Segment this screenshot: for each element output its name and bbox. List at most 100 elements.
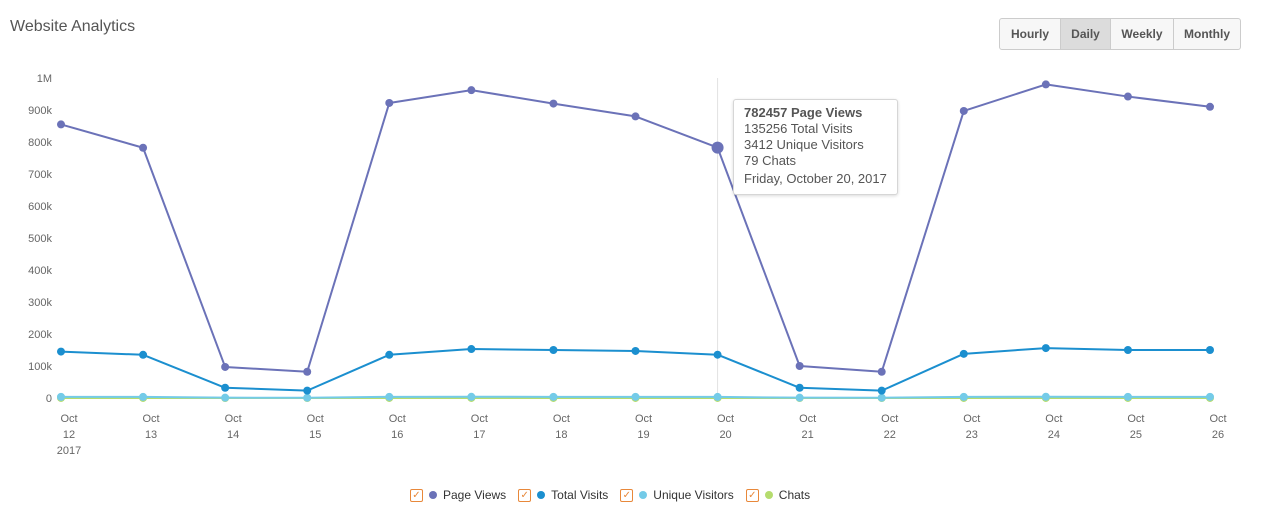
data-point [795,383,804,392]
data-point [877,386,886,395]
y-tick-label: 200k [28,329,52,341]
x-tick-label: Oct [881,413,898,425]
data-point [221,362,230,371]
data-point [139,392,148,401]
x-tick-label: Oct [1045,413,1062,425]
data-point [57,347,65,356]
tooltip-total-visits: 135256 Total Visits [744,121,853,136]
x-tick-label: 18 [555,429,567,441]
x-tick-label: Oct [225,413,242,425]
data-point [57,392,65,401]
page-title: Website Analytics [10,18,136,35]
data-point [139,143,148,152]
series-dot-icon [639,491,648,499]
series-dot-icon [537,491,546,499]
data-point [467,345,476,354]
legend-label: Unique Visitors [653,488,734,502]
y-tick-label: 700k [28,169,52,181]
y-tick-label: 300k [28,297,52,309]
x-tick-label: 12 [63,429,75,441]
legend-item-total-visits[interactable]: ✓ Total Visits [518,488,608,502]
x-tick-label: Oct [471,413,488,425]
x-tick-label: 2017 [57,445,81,457]
legend-label: Total Visits [551,488,609,502]
checkbox-icon[interactable]: ✓ [518,488,532,502]
monthly-button[interactable]: Monthly [1184,27,1230,41]
data-point [1123,92,1132,101]
data-point [139,350,148,359]
data-point [795,393,804,402]
weekly-button[interactable]: Weekly [1111,19,1174,49]
series-dot-icon [764,491,773,499]
x-tick-label: Oct [635,413,652,425]
data-point [1041,392,1050,401]
x-tick-label: Oct [1127,413,1144,425]
tooltip-chats: 79 Chats [744,153,797,168]
data-point [303,386,312,395]
hourly-button[interactable]: Hourly [1000,19,1061,49]
checkbox-icon[interactable]: ✓ [410,488,423,502]
x-tick-label: 14 [227,429,239,441]
x-tick-label: Oct [963,413,980,425]
data-point [1041,80,1050,89]
data-point [1123,392,1132,401]
legend-item-page-views[interactable]: ✓ Page Views [410,488,506,502]
legend-item-chats[interactable]: ✓ Chats [745,488,810,502]
data-point [1206,346,1214,354]
x-tick-label: 22 [884,429,896,441]
daily-button[interactable]: Daily [1061,19,1111,49]
data-point [549,392,558,401]
x-tick-label: 16 [391,429,403,441]
series-line [60,83,1211,373]
x-tick-label: Oct [60,413,77,425]
y-tick-label: 900k [28,105,52,117]
data-point [57,120,65,129]
x-tick-label: Oct [799,413,816,425]
y-tick-label: 500k [28,233,52,245]
data-point [959,349,968,358]
data-point [549,346,558,354]
data-point [303,393,312,402]
x-tick-label: 23 [966,429,978,441]
data-point [959,106,968,115]
data-point [467,392,476,401]
x-tick-label: 19 [637,429,649,441]
data-point [385,392,394,401]
x-tick-label: 17 [473,429,485,441]
data-point [1041,344,1050,353]
data-point [631,346,640,355]
x-tick-label: 26 [1212,429,1224,441]
tooltip-date: Friday, October 20, 2017 [744,171,887,186]
x-tick-label: Oct [1209,413,1226,425]
data-point [549,99,558,108]
tooltip-page-views: 782457 Page Views [744,105,863,120]
data-point [221,383,230,392]
y-tick-label: 100k [28,361,52,373]
data-point [385,350,394,359]
data-point [467,86,476,95]
series-dot-icon [429,491,437,499]
x-tick-label: 24 [1048,429,1060,441]
x-tick-label: 15 [309,429,321,441]
data-point [713,350,722,359]
y-tick-label: 1M [37,73,52,85]
data-point [877,367,886,376]
data-point [713,392,722,401]
x-tick-label: Oct [143,413,160,425]
x-tick-label: Oct [307,413,324,425]
checkbox-icon[interactable]: ✓ [745,488,759,502]
legend-item-unique-visitors[interactable]: ✓ Unique Visitors [620,488,734,502]
x-tick-label: Oct [553,413,570,425]
data-point [877,393,886,402]
y-tick-label: 0 [46,393,52,405]
data-point [795,362,804,370]
data-point [631,112,640,121]
x-tick-label: 21 [802,429,814,441]
chart-legend: ✓ Page Views ✓ Total Visits ✓ Unique Vis… [410,488,822,502]
data-point [631,392,640,401]
data-point [221,393,230,402]
data-point [303,367,312,376]
x-tick-label: 20 [719,429,731,441]
checkbox-icon[interactable]: ✓ [620,488,634,502]
range-button-group: Hourly Daily Weekly Monthly [999,18,1241,50]
